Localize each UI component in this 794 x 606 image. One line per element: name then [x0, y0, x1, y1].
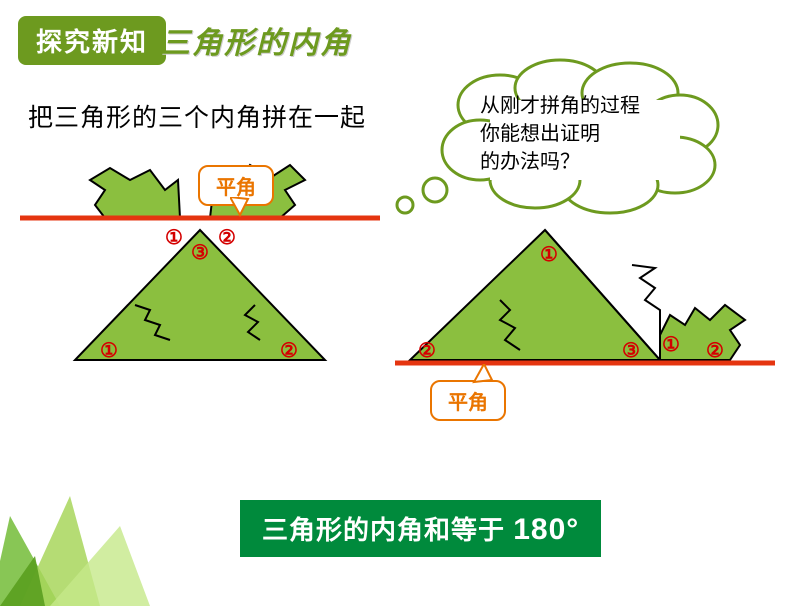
left-callout-text: 平角: [216, 177, 256, 199]
left-label-2-bottom: ②: [280, 338, 298, 363]
conclusion-bar: 三角形的内角和等于 180°: [240, 500, 601, 557]
right-label-1-top: ①: [540, 242, 558, 267]
right-label-2: ②: [418, 338, 436, 363]
conclusion-prefix: 三角形的内角和等于: [262, 515, 513, 545]
left-callout: 平角: [198, 165, 274, 206]
left-label-1-bottom: ①: [100, 338, 118, 363]
cloud-line1: 从刚才拼角的过程: [480, 95, 640, 117]
cloud-text: 从刚才拼角的过程 你能想出证明 的办法吗？: [480, 92, 700, 176]
conclusion-value: 180°: [513, 513, 579, 546]
left-label-1-top: ①: [165, 225, 183, 250]
right-callout: 平角: [430, 380, 506, 421]
right-label-2b: ②: [706, 338, 724, 363]
right-label-3: ③: [622, 338, 640, 363]
cloud-line3: 的办法吗？: [480, 151, 580, 173]
cloud-line2: 你能想出证明: [480, 123, 600, 145]
right-callout-text: 平角: [448, 392, 488, 414]
right-label-1b: ①: [662, 332, 680, 357]
header-title: 三角形的内角: [160, 18, 352, 62]
figures-svg: [0, 150, 794, 430]
callout-pointer-icon: [472, 364, 494, 384]
left-label-2-top: ②: [218, 225, 236, 250]
callout-pointer-icon: [230, 197, 250, 217]
left-label-3-top: ③: [191, 240, 209, 265]
decor-triangles: [0, 486, 170, 606]
header-badge: 探究新知: [18, 16, 166, 65]
subtitle-text: 把三角形的三个内角拼在一起: [28, 98, 366, 134]
